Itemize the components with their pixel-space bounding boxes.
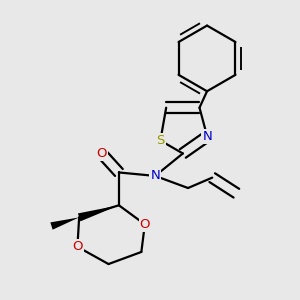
Polygon shape bbox=[50, 218, 79, 230]
Text: S: S bbox=[156, 134, 165, 147]
Text: O: O bbox=[140, 218, 150, 231]
Text: N: N bbox=[150, 169, 160, 182]
Polygon shape bbox=[78, 205, 119, 221]
Text: O: O bbox=[96, 147, 107, 160]
Text: N: N bbox=[202, 130, 212, 143]
Text: O: O bbox=[72, 240, 83, 253]
